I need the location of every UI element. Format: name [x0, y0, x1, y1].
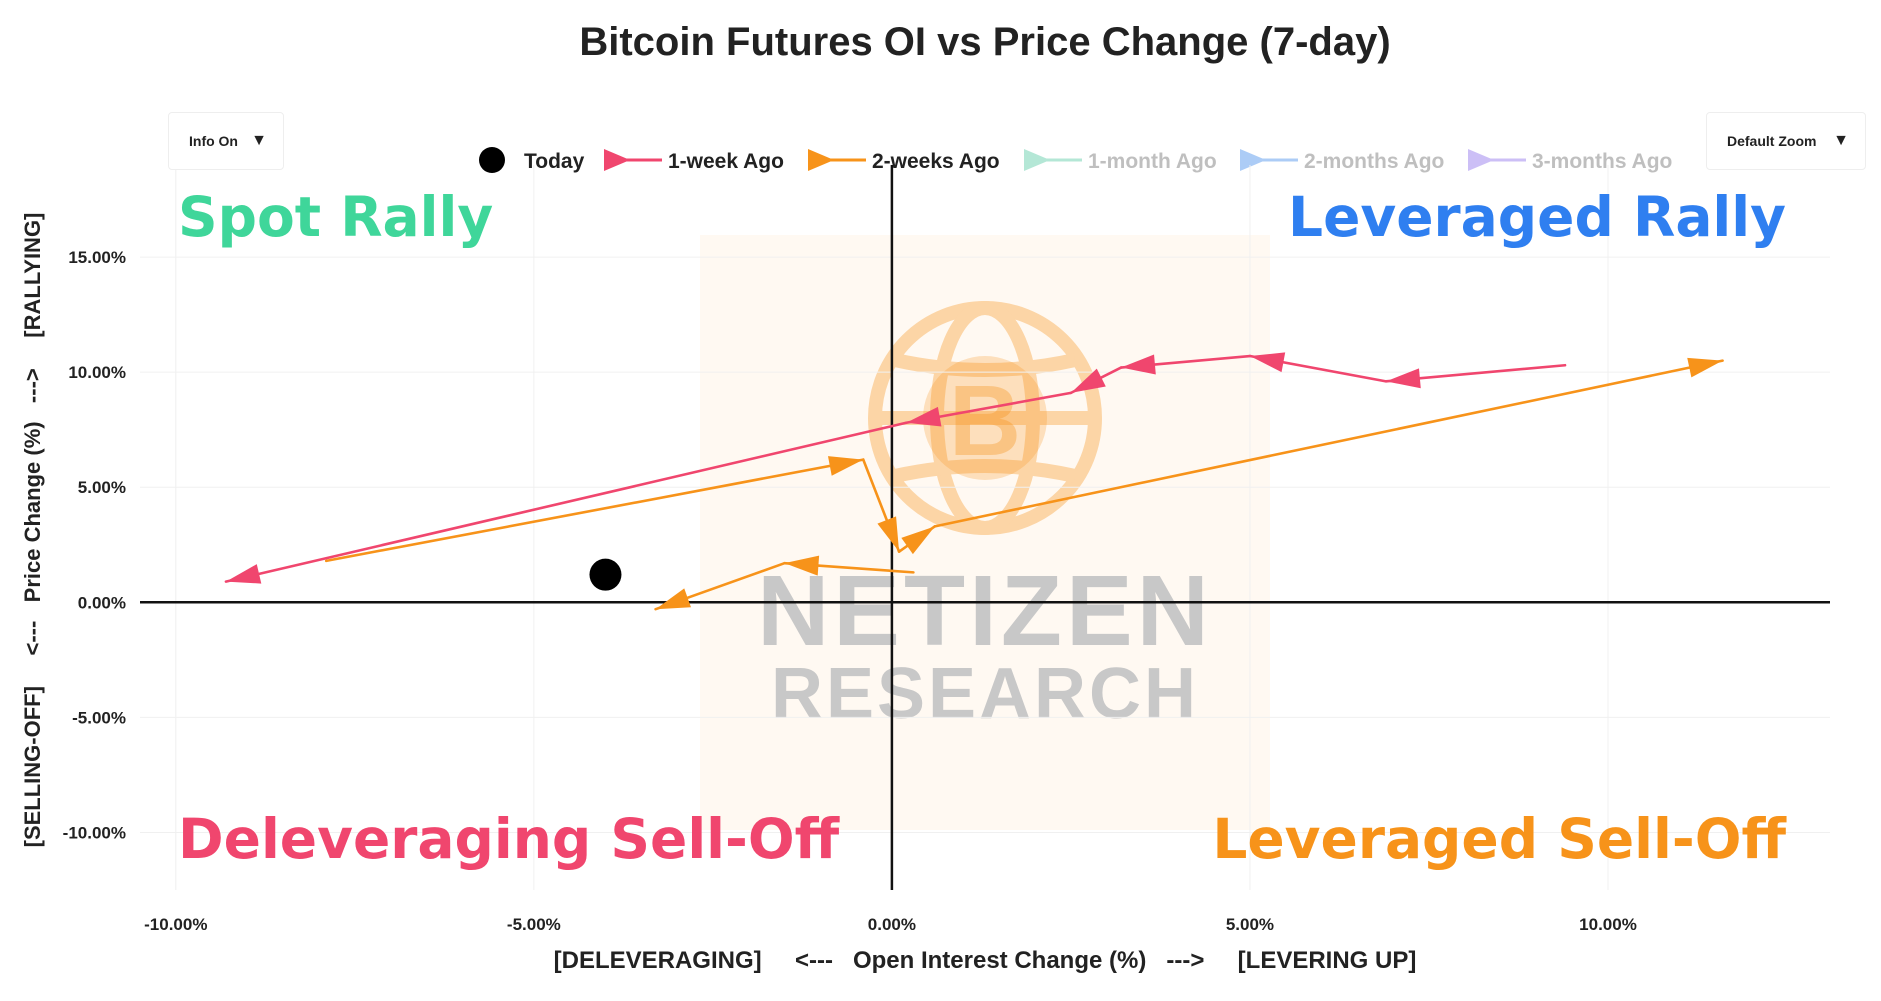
series-segment [933, 359, 1724, 528]
legend-label: 2-months Ago [1304, 150, 1444, 173]
watermark-line1: NETIZEN [757, 555, 1213, 667]
y-tick-label: -5.00% [72, 708, 126, 727]
y-tick-label: 0.00% [78, 593, 126, 612]
grid [140, 165, 1830, 890]
y-axis-label: [SELLING-OFF] <--- Price Change (%) --->… [20, 213, 45, 848]
legend-item-1-month-ago[interactable]: 1-month Ago [1024, 149, 1217, 173]
legend-item-3-months-ago[interactable]: 3-months Ago [1468, 149, 1672, 173]
series-arrowhead [655, 588, 691, 610]
bitcoin-symbol-icon: B [949, 365, 1021, 477]
series-arrowhead [901, 526, 935, 555]
x-tick-label: -5.00% [507, 915, 561, 934]
series-segment [324, 458, 865, 563]
watermark-backdrop [700, 235, 1270, 830]
legend-label: 2-weeks Ago [872, 150, 1000, 173]
x-tick-label: 10.00% [1579, 915, 1637, 934]
legend-label: 1-week Ago [668, 150, 784, 173]
bitcoin-globe-icon [868, 301, 1102, 535]
x-tick-label: -10.00% [144, 915, 207, 934]
quadrant-spot-rally: Spot Rally [178, 185, 493, 249]
y-tick-label: 5.00% [78, 478, 126, 497]
series-1-week-ago [224, 352, 1567, 584]
legend-arrow-icon [604, 149, 630, 171]
zoom-dropdown[interactable]: Default Zoom ▼ [1706, 112, 1866, 170]
y-tick-label: 10.00% [68, 363, 126, 382]
series-arrowhead [225, 564, 262, 584]
series-arrowhead [877, 516, 900, 552]
legend-arrow-icon [1024, 149, 1050, 171]
legend-item-2-weeks-ago[interactable]: 2-weeks Ago [808, 149, 1000, 173]
legend-dot-icon [479, 147, 505, 173]
x-axis-label: [DELEVERAGING] <--- Open Interest Change… [554, 947, 1417, 974]
series-arrowhead [1121, 354, 1156, 375]
series-2-weeks-ago [324, 357, 1724, 563]
legend-label: Today [524, 150, 585, 173]
legend-arrow-icon [1468, 149, 1494, 171]
today-point [589, 558, 622, 591]
legend-label: 3-months Ago [1532, 150, 1672, 173]
legend-arrow-icon [1240, 149, 1266, 171]
info-toggle-dropdown[interactable]: Info On ▼ [168, 112, 284, 170]
legend-item-today[interactable]: Today [479, 147, 585, 173]
series-today [654, 555, 915, 611]
x-tick-label: 0.00% [868, 915, 916, 934]
quadrant-leveraged-selloff: Leveraged Sell-Off [1212, 807, 1787, 871]
watermark-line2: RESEARCH [771, 654, 1199, 734]
chevron-down-icon: ▼ [251, 132, 267, 149]
quadrant-deleveraging-selloff: Deleveraging Sell-Off [178, 807, 841, 871]
quadrant-leveraged-rally: Leveraged Rally [1288, 185, 1786, 249]
chart-title: Bitcoin Futures OI vs Price Change (7-da… [579, 20, 1390, 64]
chevron-down-icon: ▼ [1833, 132, 1849, 149]
watermark: B NETIZEN RESEARCH [700, 235, 1270, 830]
series-arrowhead [1249, 352, 1286, 373]
legend-item-1-week-ago[interactable]: 1-week Ago [604, 149, 784, 173]
series-arrowhead [784, 555, 820, 576]
y-tick-label: -10.00% [63, 823, 126, 842]
series-layer [224, 352, 1724, 611]
legend[interactable]: Today 1-week Ago 2-weeks Ago 1-month Ago 2-m… [479, 147, 1672, 173]
legend-label: 1-month Ago [1088, 150, 1217, 173]
ticks: -10.00% -5.00% 0.00% 5.00% 10.00% -10.00% -5.0… [63, 248, 1637, 934]
info-toggle-label: Info On [189, 133, 238, 149]
series-arrowhead [1070, 368, 1106, 393]
series-segment [224, 421, 908, 583]
y-tick-label: 15.00% [68, 248, 126, 267]
legend-item-2-months-ago[interactable]: 2-months Ago [1240, 149, 1444, 173]
zoom-label: Default Zoom [1727, 133, 1817, 149]
x-tick-label: 5.00% [1226, 915, 1274, 934]
series-arrowhead [827, 456, 864, 476]
series-arrowhead [906, 406, 942, 427]
series-arrowhead [1687, 357, 1723, 378]
legend-arrow-icon [808, 149, 834, 171]
series-arrowhead [1386, 368, 1421, 389]
bitcoin-coin-icon [923, 356, 1047, 480]
